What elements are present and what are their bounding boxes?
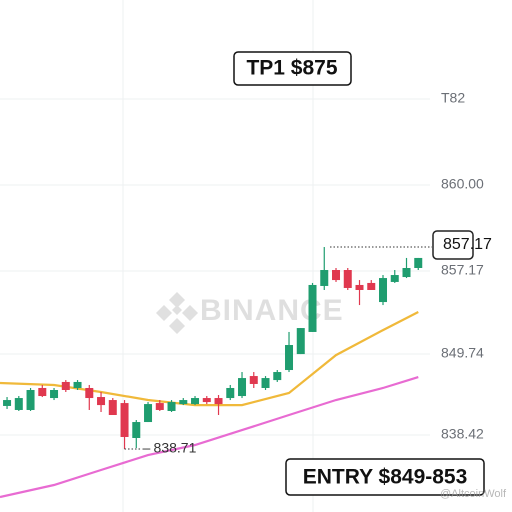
candle bbox=[355, 280, 364, 306]
entry-text: ENTRY $849-853 bbox=[303, 466, 468, 489]
candle bbox=[332, 267, 341, 282]
candle-body bbox=[97, 397, 106, 406]
axis-label: 857.17 bbox=[441, 262, 484, 278]
candle-body bbox=[50, 389, 59, 399]
candle bbox=[73, 380, 82, 390]
axis-label: 860.00 bbox=[441, 176, 484, 192]
candle bbox=[85, 384, 94, 410]
candle-body bbox=[179, 400, 188, 405]
candle-body bbox=[308, 284, 317, 332]
candle bbox=[191, 396, 200, 406]
candle bbox=[343, 267, 352, 290]
candle-body bbox=[14, 398, 23, 410]
low-label: 838.71 bbox=[154, 440, 197, 456]
candle bbox=[26, 387, 35, 411]
candle-body bbox=[320, 270, 329, 286]
candle bbox=[38, 384, 47, 398]
candle-body bbox=[38, 387, 47, 397]
candle bbox=[402, 257, 411, 279]
watermark-logo bbox=[156, 292, 198, 334]
candle bbox=[296, 328, 305, 355]
candle-body bbox=[3, 400, 12, 406]
candle bbox=[226, 384, 235, 401]
candle-body bbox=[402, 267, 411, 278]
tp-text: TP1 $875 bbox=[246, 57, 337, 80]
candle-body bbox=[144, 404, 153, 423]
candle bbox=[14, 396, 23, 411]
candle-body bbox=[202, 398, 211, 403]
axis-label: 838.42 bbox=[441, 426, 484, 442]
candle-body bbox=[132, 422, 141, 438]
candle-body bbox=[167, 402, 176, 411]
credit: @AltcoinWolf bbox=[440, 488, 507, 500]
candle bbox=[320, 247, 329, 290]
candle-body bbox=[73, 381, 82, 388]
candle-body bbox=[273, 372, 282, 381]
candle-body bbox=[26, 389, 35, 410]
candle-body bbox=[249, 376, 258, 384]
candle-body bbox=[155, 403, 164, 410]
candle bbox=[108, 398, 117, 416]
candle-body bbox=[191, 398, 200, 405]
candle-body bbox=[214, 398, 223, 405]
candle-body bbox=[108, 400, 117, 416]
tp-box bbox=[233, 51, 352, 86]
candle bbox=[144, 402, 153, 423]
candle bbox=[155, 400, 164, 411]
candle-body bbox=[332, 270, 341, 281]
candle bbox=[214, 395, 223, 416]
candle bbox=[132, 420, 141, 449]
candle bbox=[261, 376, 270, 390]
candle bbox=[3, 397, 12, 409]
candle-body bbox=[343, 270, 352, 288]
candle bbox=[167, 400, 176, 412]
candle-body bbox=[120, 403, 129, 437]
candle bbox=[120, 400, 129, 450]
low-label-dash: – bbox=[143, 440, 151, 456]
candle bbox=[238, 372, 247, 399]
candle-body bbox=[414, 257, 423, 268]
moving-average bbox=[0, 376, 419, 499]
candle bbox=[285, 331, 294, 373]
price-tag bbox=[432, 230, 474, 260]
entry-box bbox=[285, 458, 485, 496]
candle bbox=[379, 275, 388, 306]
candle-body bbox=[367, 282, 376, 290]
candle-body bbox=[285, 345, 294, 371]
candle-body bbox=[61, 381, 70, 390]
candle-body bbox=[261, 378, 270, 388]
candle-body bbox=[379, 278, 388, 303]
candle bbox=[50, 387, 59, 401]
candle bbox=[390, 270, 399, 283]
axis-label: T82 bbox=[441, 90, 465, 106]
candle-body bbox=[226, 387, 235, 399]
candle bbox=[97, 392, 106, 412]
candle bbox=[414, 257, 423, 271]
candle-body bbox=[238, 378, 247, 397]
candle-body bbox=[390, 275, 399, 282]
watermark: BINANCE bbox=[200, 294, 344, 327]
candle-body bbox=[296, 328, 305, 355]
candle bbox=[308, 282, 317, 332]
candle bbox=[179, 398, 188, 406]
axis-label: 849.74 bbox=[441, 345, 484, 361]
candle-body bbox=[355, 284, 364, 290]
candle bbox=[202, 396, 211, 405]
logo-icon bbox=[156, 292, 198, 334]
candle bbox=[367, 280, 376, 290]
candle bbox=[273, 370, 282, 382]
price-tag-text: 857.17 bbox=[443, 236, 492, 253]
candle bbox=[61, 380, 70, 393]
candle bbox=[249, 372, 258, 388]
candle-body bbox=[85, 387, 94, 399]
